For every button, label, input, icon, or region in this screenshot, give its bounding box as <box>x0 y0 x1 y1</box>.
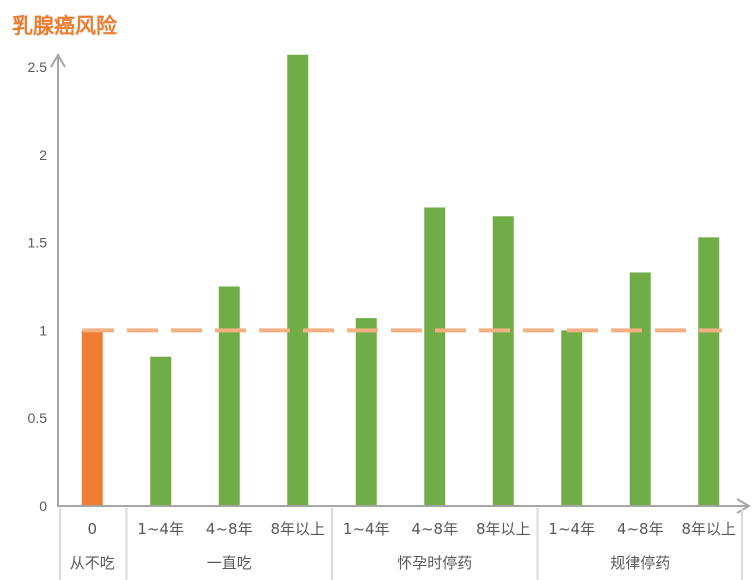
y-tick-label: 2.5 <box>28 59 48 75</box>
x-category-label: 4~8年 <box>411 520 458 538</box>
bar <box>355 318 377 506</box>
x-group-label: 规律停药 <box>610 554 670 572</box>
x-category-label: 8年以上 <box>681 520 736 538</box>
x-category-label: 1~4年 <box>548 520 595 538</box>
bar <box>150 356 172 506</box>
y-tick-label: 0.5 <box>28 410 48 426</box>
y-tick-label: 2 <box>39 147 47 163</box>
x-category-label: 1~4年 <box>137 520 184 538</box>
y-axis-arrow-icon <box>50 53 66 68</box>
bar <box>561 330 583 506</box>
x-category-label: 0 <box>87 520 97 538</box>
x-group-label: 怀孕时停药 <box>397 554 472 572</box>
bar <box>698 237 720 506</box>
y-tick-label: 1 <box>39 322 47 338</box>
bar <box>287 54 309 506</box>
x-category-label: 8年以上 <box>270 520 325 538</box>
bar <box>81 330 103 506</box>
bar <box>424 207 446 507</box>
x-category-label: 4~8年 <box>206 520 253 538</box>
x-category-label: 4~8年 <box>617 520 664 538</box>
y-tick-label: 0 <box>39 498 47 514</box>
x-group-label: 从不吃 <box>70 554 115 572</box>
x-category-label: 8年以上 <box>476 520 531 538</box>
bar <box>492 216 514 506</box>
bar <box>629 272 651 506</box>
x-category-label: 1~4年 <box>343 520 390 538</box>
y-tick-label: 1.5 <box>28 235 48 251</box>
bar <box>218 286 240 506</box>
x-group-label: 一直吃 <box>207 554 252 572</box>
chart-title: 乳腺癌风险 <box>12 14 117 38</box>
